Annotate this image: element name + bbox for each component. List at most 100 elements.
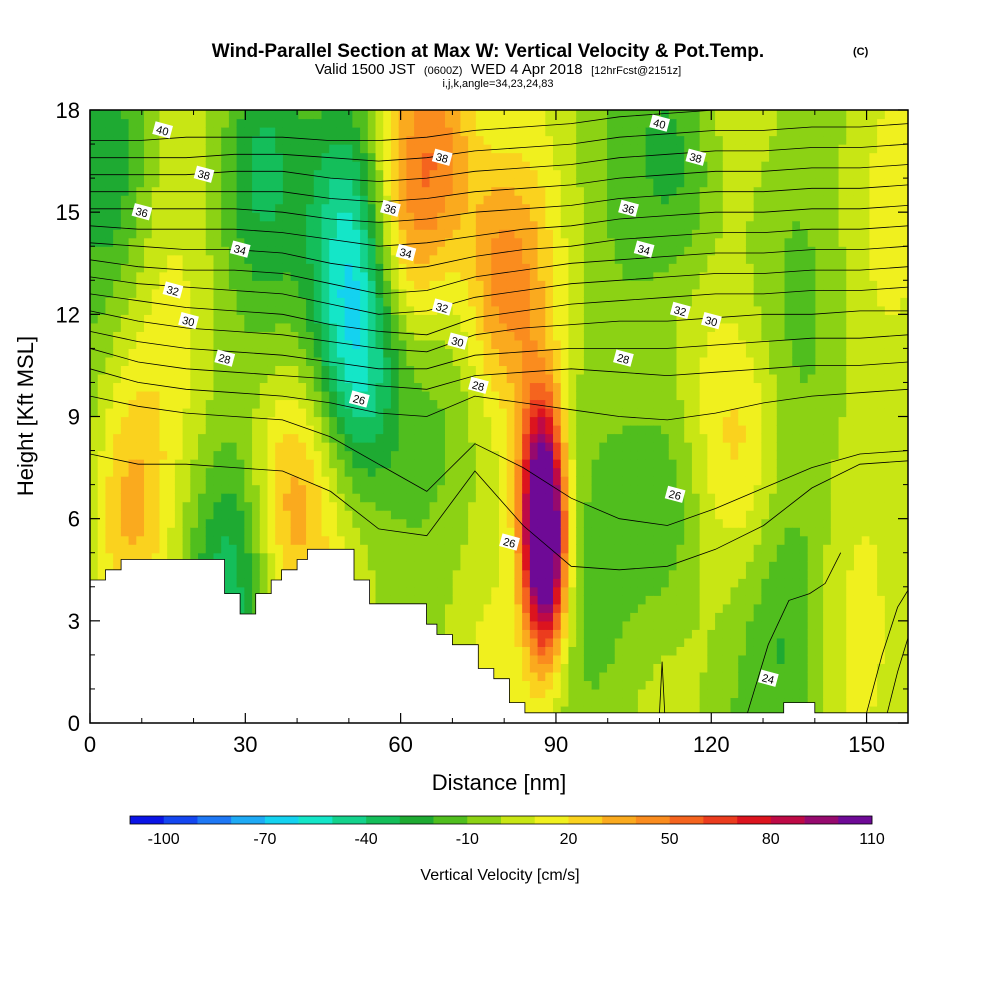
velocity-cell [429, 569, 438, 579]
velocity-cell [460, 322, 469, 332]
velocity-cell [259, 373, 269, 384]
velocity-cell [460, 569, 469, 579]
velocity-cell [437, 288, 446, 298]
velocity-cell [460, 561, 469, 571]
velocity-cell [576, 407, 585, 418]
velocity-cell [113, 552, 122, 562]
velocity-cell [390, 135, 400, 145]
velocity-cell [213, 527, 222, 537]
velocity-cell [205, 271, 215, 281]
velocity-cell [468, 288, 477, 298]
velocity-cell [607, 152, 616, 162]
velocity-cell [306, 280, 315, 290]
velocity-cell [583, 442, 593, 452]
velocity-cell [383, 433, 392, 443]
velocity-cell [321, 322, 330, 332]
velocity-cell [591, 271, 600, 281]
velocity-cell [221, 450, 230, 460]
velocity-cell [360, 569, 369, 579]
velocity-cell [599, 399, 608, 409]
velocity-cell [144, 433, 153, 443]
velocity-cell [499, 339, 508, 349]
velocity-cell [607, 459, 616, 469]
velocity-cell [491, 271, 500, 281]
velocity-cell [529, 459, 539, 469]
velocity-cell [228, 433, 238, 443]
velocity-cell [282, 382, 292, 392]
velocity-cell [560, 433, 570, 443]
velocity-cell [151, 348, 161, 358]
velocity-cell [136, 127, 145, 137]
velocity-cell [553, 688, 562, 699]
velocity-cell [576, 161, 585, 171]
velocity-cell [591, 552, 600, 562]
velocity-cell [576, 195, 585, 205]
velocity-cell [452, 569, 462, 579]
velocity-cell [398, 186, 407, 196]
velocity-cell [275, 569, 284, 579]
velocity-cell [591, 544, 600, 554]
velocity-cell [329, 263, 338, 273]
velocity-cell [252, 459, 261, 469]
velocity-cell [576, 339, 585, 349]
velocity-cell [329, 365, 338, 375]
velocity-cell [182, 348, 191, 358]
velocity-cell [499, 237, 508, 247]
velocity-cell [298, 459, 307, 469]
velocity-cell [282, 305, 292, 315]
velocity-cell [329, 118, 338, 128]
velocity-cell [321, 535, 330, 545]
velocity-cell [267, 442, 276, 452]
velocity-cell [151, 203, 161, 213]
velocity-cell [483, 288, 492, 298]
velocity-cell [414, 322, 423, 332]
velocity-cell [591, 161, 600, 171]
velocity-cell [553, 425, 562, 435]
velocity-cell [167, 195, 176, 205]
velocity-cell [128, 450, 137, 460]
velocity-cell [113, 288, 122, 298]
velocity-cell [336, 280, 346, 290]
velocity-cell [537, 220, 546, 230]
velocity-cell [367, 254, 377, 264]
velocity-cell [522, 161, 531, 171]
velocity-cell [591, 671, 600, 682]
velocity-cell [306, 186, 315, 196]
velocity-cell [228, 476, 238, 486]
velocity-cell [460, 305, 469, 315]
velocity-cell [506, 680, 516, 690]
velocity-cell [545, 671, 554, 682]
velocity-cell [545, 135, 554, 145]
velocity-cell [545, 433, 554, 443]
velocity-cell [514, 373, 523, 384]
velocity-cell [514, 646, 523, 656]
velocity-cell [576, 476, 585, 486]
velocity-cell [367, 467, 377, 477]
velocity-cell [444, 629, 454, 639]
velocity-cell [522, 561, 531, 571]
velocity-cell [560, 127, 570, 137]
velocity-cell [607, 365, 616, 375]
velocity-cell [336, 127, 346, 137]
velocity-cell [390, 595, 400, 605]
velocity-cell [313, 348, 323, 358]
velocity-cell [329, 144, 338, 154]
velocity-cell [506, 561, 516, 571]
velocity-cell [514, 688, 523, 699]
velocity-cell [568, 186, 577, 196]
velocity-cell [267, 544, 276, 554]
velocity-cell [568, 535, 577, 545]
velocity-cell [614, 688, 624, 699]
velocity-cell [228, 552, 238, 562]
velocity-cell [213, 518, 222, 528]
velocity-cell [599, 373, 608, 384]
velocity-cell [568, 612, 577, 622]
velocity-cell [259, 195, 269, 205]
velocity-cell [252, 535, 261, 545]
velocity-cell [182, 459, 191, 469]
velocity-cell [321, 518, 330, 528]
velocity-cell [344, 203, 353, 213]
velocity-cell [529, 314, 539, 324]
velocity-cell [475, 390, 485, 401]
velocity-cell [506, 654, 516, 664]
